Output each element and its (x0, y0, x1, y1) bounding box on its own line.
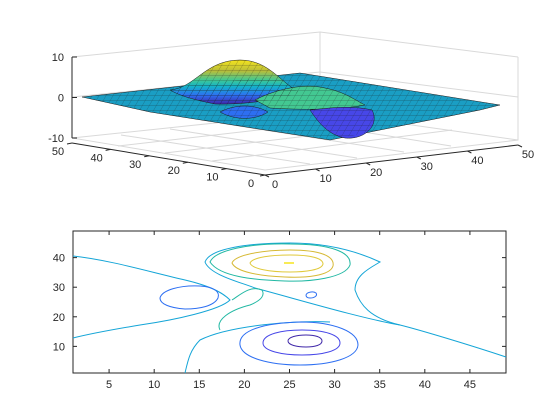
contour-x-tick-label: 15 (193, 379, 205, 391)
contour-axes-box (72, 230, 507, 374)
y-tick-mark (105, 148, 111, 151)
contour-level-0 (72, 255, 231, 339)
contour-x-tick-label: 35 (374, 379, 386, 391)
contour-x-ticks: 5 10 15 20 25 30 35 40 45 (106, 231, 476, 391)
y-tick-mark (144, 155, 150, 158)
x-axis-ticks: 0 10 20 30 40 50 (264, 144, 534, 191)
contour-plot: 5 10 15 20 25 30 35 40 45 10 20 30 40 (53, 230, 507, 391)
x-tick-label: 0 (272, 179, 278, 191)
contour-y-ticks: 10 20 30 40 (53, 253, 506, 353)
contour-y-tick-label: 40 (53, 253, 65, 265)
x-tick-label: 40 (471, 155, 483, 167)
contour-level-2-peak (209, 243, 351, 282)
z-tick-label: 0 (58, 93, 64, 105)
contour-y-tick-label: 20 (53, 312, 65, 324)
y-tick-label: 0 (248, 178, 254, 190)
contour-x-tick-label: 5 (106, 379, 112, 391)
surface-mesh (81, 59, 501, 141)
y-tick-label: 30 (129, 159, 141, 171)
x-tick-label: 30 (421, 161, 433, 173)
x-tick-mark (315, 168, 320, 172)
contour-x-tick-label: 10 (148, 379, 160, 391)
surface-plot: -10 0 10 0 10 20 30 40 50 0 10 20 30 40 50 (48, 31, 534, 191)
x-tick-mark (467, 150, 472, 154)
contour-level-8 (249, 254, 324, 273)
y-tick-mark (221, 168, 227, 171)
floor-grid-d (120, 134, 311, 165)
contour-y-tick-label: 30 (53, 282, 65, 294)
contour-level-0-right (204, 242, 507, 358)
y-tick-label: 10 (206, 172, 218, 184)
y-axis-line (71, 142, 266, 176)
y-tick-label: 40 (90, 152, 102, 164)
contour-level-neg2 (239, 321, 359, 366)
contour-level-neg-small (305, 291, 317, 299)
y-tick-label: 50 (52, 146, 64, 158)
surface-axes: -10 0 10 0 10 20 30 40 50 0 10 20 30 40 50 (48, 52, 534, 191)
z-tick-label: -10 (48, 133, 64, 145)
contour-y-tick-label: 10 (53, 341, 65, 353)
x-tick-mark (517, 144, 523, 148)
contour-x-tick-label: 45 (464, 379, 476, 391)
surface-peak-mesh-overlay (170, 60, 300, 105)
floor-grid-e (169, 128, 358, 159)
z0-grid-right (319, 71, 519, 98)
contour-level-2 (218, 288, 264, 331)
contour-x-tick-label: 20 (238, 379, 250, 391)
y-tick-mark (66, 142, 73, 145)
contour-x-tick-label: 30 (328, 379, 340, 391)
x-axis-line (264, 144, 519, 176)
z-tick-label: 10 (52, 52, 64, 64)
contour-level-neg4 (262, 329, 341, 356)
z-axis-ticks: -10 0 10 (48, 52, 77, 145)
floor-grid-c (211, 129, 453, 162)
x-tick-mark (264, 174, 270, 178)
y-tick-mark (259, 174, 266, 177)
x-tick-mark (416, 156, 422, 160)
y-tick-label: 20 (168, 165, 180, 177)
x-tick-label: 50 (522, 149, 534, 161)
x-tick-label: 10 (319, 173, 331, 185)
x-tick-label: 20 (370, 167, 382, 179)
contour-x-tick-label: 25 (283, 379, 295, 391)
contour-level-neg-left (159, 285, 219, 310)
contour-level-neg6 (287, 334, 323, 348)
contour-lines (72, 242, 507, 374)
box-top-edge-left (71, 31, 321, 58)
x-tick-mark (365, 162, 371, 166)
y-tick-mark (182, 161, 188, 164)
contour-level-6 (231, 249, 334, 278)
contour-x-tick-label: 40 (419, 379, 431, 391)
box-top-edge-right (319, 31, 519, 58)
y-axis-ticks: 0 10 20 30 40 50 (52, 142, 266, 190)
